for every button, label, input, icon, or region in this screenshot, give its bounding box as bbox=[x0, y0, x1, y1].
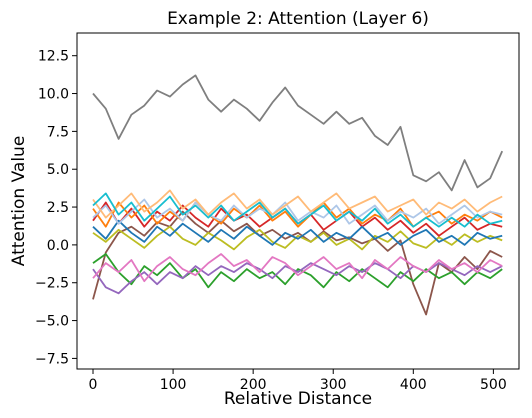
series-line-9 bbox=[92, 201, 503, 228]
x-axis-title: Relative Distance bbox=[224, 389, 372, 409]
y-tick-label: −5.0 bbox=[35, 314, 69, 330]
x-tick-label: 0 bbox=[89, 377, 98, 393]
series-line-2 bbox=[92, 210, 503, 316]
y-axis-ticks: −7.5 −5.0 −2.5 0.0 2.5 5.0 7.5 10.0 12.5 bbox=[35, 49, 77, 367]
plot-frame bbox=[76, 32, 520, 370]
y-tick-label: 10.0 bbox=[38, 87, 69, 103]
y-tick-label: 7.5 bbox=[47, 124, 69, 140]
y-tick-label: 0.0 bbox=[47, 238, 69, 254]
series-layer bbox=[92, 74, 504, 316]
x-tick-label: 500 bbox=[480, 377, 507, 393]
series-line-8 bbox=[92, 219, 503, 246]
x-tick-label: 100 bbox=[160, 377, 187, 393]
y-tick-label: 2.5 bbox=[47, 200, 69, 216]
chart-title: Example 2: Attention (Layer 6) bbox=[167, 9, 429, 29]
x-tick-label: 300 bbox=[320, 377, 347, 393]
series-line-4 bbox=[92, 262, 503, 295]
series-line-5 bbox=[92, 253, 503, 283]
x-axis-ticks: 0 100 200 300 400 500 bbox=[89, 369, 507, 393]
y-tick-label: −7.5 bbox=[35, 351, 69, 367]
y-axis-title: Attention Value bbox=[9, 136, 29, 267]
x-tick-label: 200 bbox=[240, 377, 267, 393]
y-tick-label: −2.5 bbox=[35, 276, 69, 292]
x-tick-label: 400 bbox=[400, 377, 427, 393]
series-line-1 bbox=[92, 74, 504, 192]
series-line-3 bbox=[92, 253, 503, 289]
series-line-6 bbox=[92, 225, 503, 251]
y-tick-label: 5.0 bbox=[47, 162, 69, 178]
series-line-10 bbox=[92, 198, 503, 225]
series-line-11 bbox=[92, 189, 503, 219]
y-tick-label: 12.5 bbox=[38, 49, 69, 65]
series-line-12 bbox=[92, 192, 503, 228]
